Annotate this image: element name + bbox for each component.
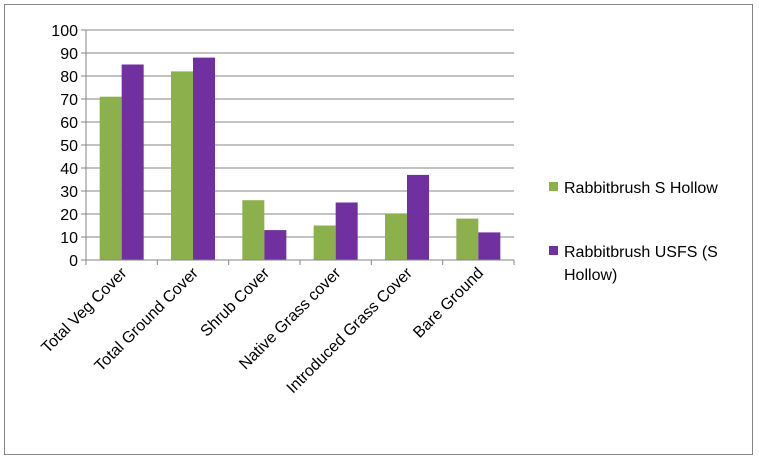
x-category-label: Shrub Cover (198, 264, 274, 340)
bars (99, 57, 501, 261)
x-category-label: Bare Ground (410, 265, 487, 342)
bar-series-2 (193, 57, 215, 260)
bar-series-1 (456, 218, 479, 260)
bar-series-1 (242, 200, 265, 260)
y-tick-label: 90 (60, 46, 78, 63)
bar-series-1 (99, 96, 122, 260)
y-axis-ticks: 0 10 20 30 40 50 60 70 80 90 100 (51, 23, 86, 270)
y-tick-label: 0 (69, 253, 78, 270)
x-category-label: Introduced Grass Cover (284, 264, 417, 397)
bar-series-1 (385, 214, 407, 260)
y-tick-label: 30 (60, 184, 78, 201)
axes (85, 30, 515, 265)
y-tick-label: 60 (60, 115, 78, 132)
y-tick-label: 20 (60, 207, 78, 224)
bar-series-1 (313, 225, 336, 260)
y-tick-label: 50 (60, 138, 78, 155)
bar-series-2 (121, 64, 144, 260)
gridlines (86, 29, 514, 238)
legend-label: Rabbitbrush USFS (S Hollow) (564, 244, 718, 284)
legend: Rabbitbrush S Hollow Rabbitbrush USFS (S H… (549, 180, 718, 284)
y-tick-label: 70 (60, 92, 78, 109)
legend-swatch (549, 246, 558, 255)
y-tick-label: 40 (60, 161, 78, 178)
y-tick-label: 100 (51, 23, 78, 40)
bar-series-2 (478, 232, 501, 260)
bar-series-1 (171, 71, 193, 261)
y-tick-label: 10 (60, 230, 78, 247)
bar-series-2 (264, 230, 287, 260)
bar-series-2 (335, 202, 358, 260)
bar-series-2 (407, 174, 429, 260)
legend-label: Rabbitbrush S Hollow (564, 180, 718, 197)
legend-swatch (549, 182, 558, 191)
y-tick-label: 80 (60, 69, 78, 86)
